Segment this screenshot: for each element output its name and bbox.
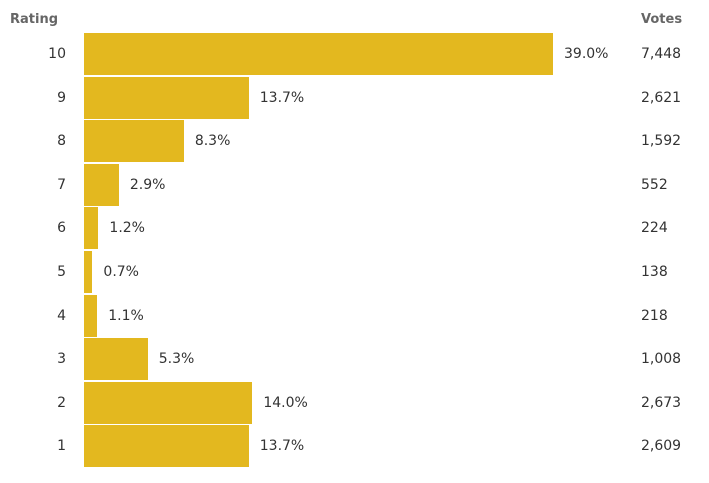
rating-bar (84, 425, 249, 468)
rating-label: 9 (57, 89, 66, 106)
votes-count: 224 (641, 220, 668, 237)
votes-count: 2,609 (641, 438, 682, 455)
rating-label: 4 (57, 307, 66, 324)
rating-bar (84, 251, 93, 293)
rating-label: 6 (57, 220, 66, 237)
votes-count: 1,008 (641, 351, 682, 368)
rating-row-3: 3 5.3% 1,008 (0, 338, 709, 381)
rating-row-5: 5 0.7% 138 (0, 251, 709, 294)
percentage-label: 1.2% (109, 220, 145, 237)
percentage-label: 0.7% (103, 264, 139, 280)
rating-bar (84, 33, 553, 75)
rating-label: 3 (57, 351, 66, 368)
rating-label: 1 (57, 438, 66, 455)
rating-row-9: 9 13.7% 2,621 (0, 76, 709, 120)
percentage-label: 8.3% (194, 133, 231, 150)
votes-count: 2,673 (641, 394, 682, 411)
rating-row-4: 4 1.1% 218 (0, 294, 709, 338)
votes-column-header: Votes (641, 12, 683, 27)
rating-label: 5 (57, 264, 66, 280)
percentage-label: 13.7% (259, 89, 305, 106)
rating-row-6: 6 1.2% 224 (0, 207, 709, 250)
rating-bar (84, 294, 98, 337)
rating-label: 2 (57, 394, 66, 411)
percentage-label: 5.3% (158, 351, 195, 368)
rating-bar (84, 120, 184, 163)
votes-count: 552 (641, 176, 668, 193)
votes-count: 138 (641, 264, 668, 280)
votes-count: 1,592 (641, 133, 682, 150)
rating-label: 8 (57, 133, 66, 150)
votes-count: 218 (641, 307, 668, 324)
rating-bar (84, 76, 249, 119)
votes-count: 2,621 (641, 89, 682, 106)
rating-bar (84, 338, 148, 381)
rating-row-1: 1 13.7% 2,609 (0, 425, 709, 468)
percentage-label: 13.7% (259, 438, 305, 455)
rating-bar (84, 381, 253, 424)
votes-count: 7,448 (641, 46, 682, 62)
rating-row-2: 2 14.0% 2,673 (0, 381, 709, 425)
percentage-label: 1.1% (108, 307, 144, 324)
rating-bar (84, 207, 99, 250)
rating-row-8: 8 8.3% 1,592 (0, 120, 709, 163)
rating-column-header: Rating (10, 12, 59, 27)
rating-label: 10 (48, 46, 66, 62)
percentage-label: 39.0% (564, 46, 609, 62)
rating-row-10: 10 39.0% 7,448 (0, 33, 709, 76)
rating-label: 7 (57, 176, 66, 193)
rating-bar (84, 163, 119, 206)
rating-row-7: 7 2.9% 552 (0, 163, 709, 207)
percentage-label: 2.9% (129, 176, 166, 193)
percentage-label: 14.0% (263, 394, 308, 411)
